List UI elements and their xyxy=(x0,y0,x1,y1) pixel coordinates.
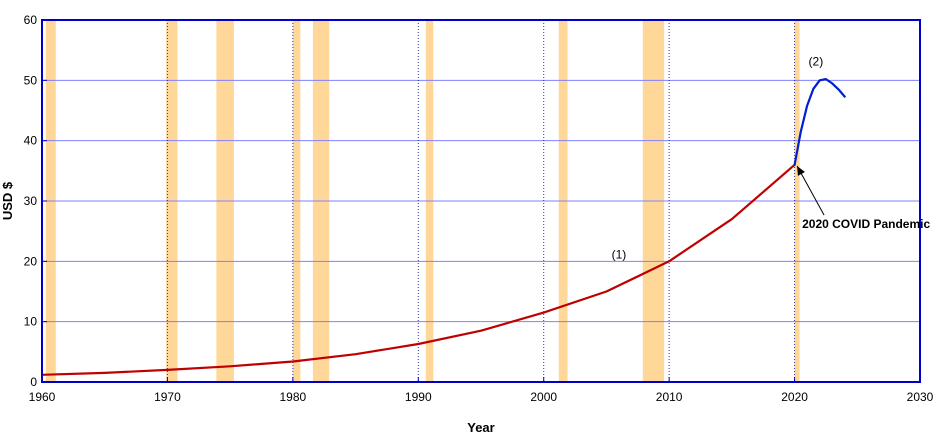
x-tick-label-1960: 1960 xyxy=(29,390,56,404)
y-tick-label-50: 50 xyxy=(24,73,38,87)
covid-arrowhead xyxy=(797,166,805,176)
x-tick-label-2030: 2030 xyxy=(907,390,934,404)
series-lines xyxy=(40,77,846,376)
y-tick-labels: 0 10 20 30 40 50 60 xyxy=(24,13,47,389)
y-tick-label-10: 10 xyxy=(24,315,38,329)
y-tick-label-0: 0 xyxy=(30,375,37,389)
gridlines xyxy=(42,79,920,323)
covid-annotation: 2020 COVID Pandemic xyxy=(802,217,930,231)
y-tick-label-20: 20 xyxy=(24,254,38,268)
series-1-label: (1) xyxy=(612,247,627,261)
covid-arrow xyxy=(796,165,825,216)
dotted-vertical-lines xyxy=(166,20,796,382)
x-tick-label-2010: 2010 xyxy=(656,390,683,404)
series-1-line xyxy=(40,163,796,376)
y-tick-label-40: 40 xyxy=(24,134,38,148)
x-tick-labels: 1960 1970 1980 1990 2000 2010 2020 2030 xyxy=(29,377,934,404)
x-tick-label-1970: 1970 xyxy=(154,390,181,404)
y-axis-label: USD $ xyxy=(0,181,15,220)
series-2-line xyxy=(793,77,846,166)
x-tick-label-1980: 1980 xyxy=(280,390,307,404)
y-tick-label-60: 60 xyxy=(24,13,38,27)
x-tick-label-2000: 2000 xyxy=(530,390,557,404)
x-tick-label-2020: 2020 xyxy=(781,390,808,404)
y-tick-label-30: 30 xyxy=(24,194,38,208)
x-axis-label: Year xyxy=(467,420,494,435)
x-tick-label-1990: 1990 xyxy=(405,390,432,404)
series-2-label: (2) xyxy=(809,54,824,68)
